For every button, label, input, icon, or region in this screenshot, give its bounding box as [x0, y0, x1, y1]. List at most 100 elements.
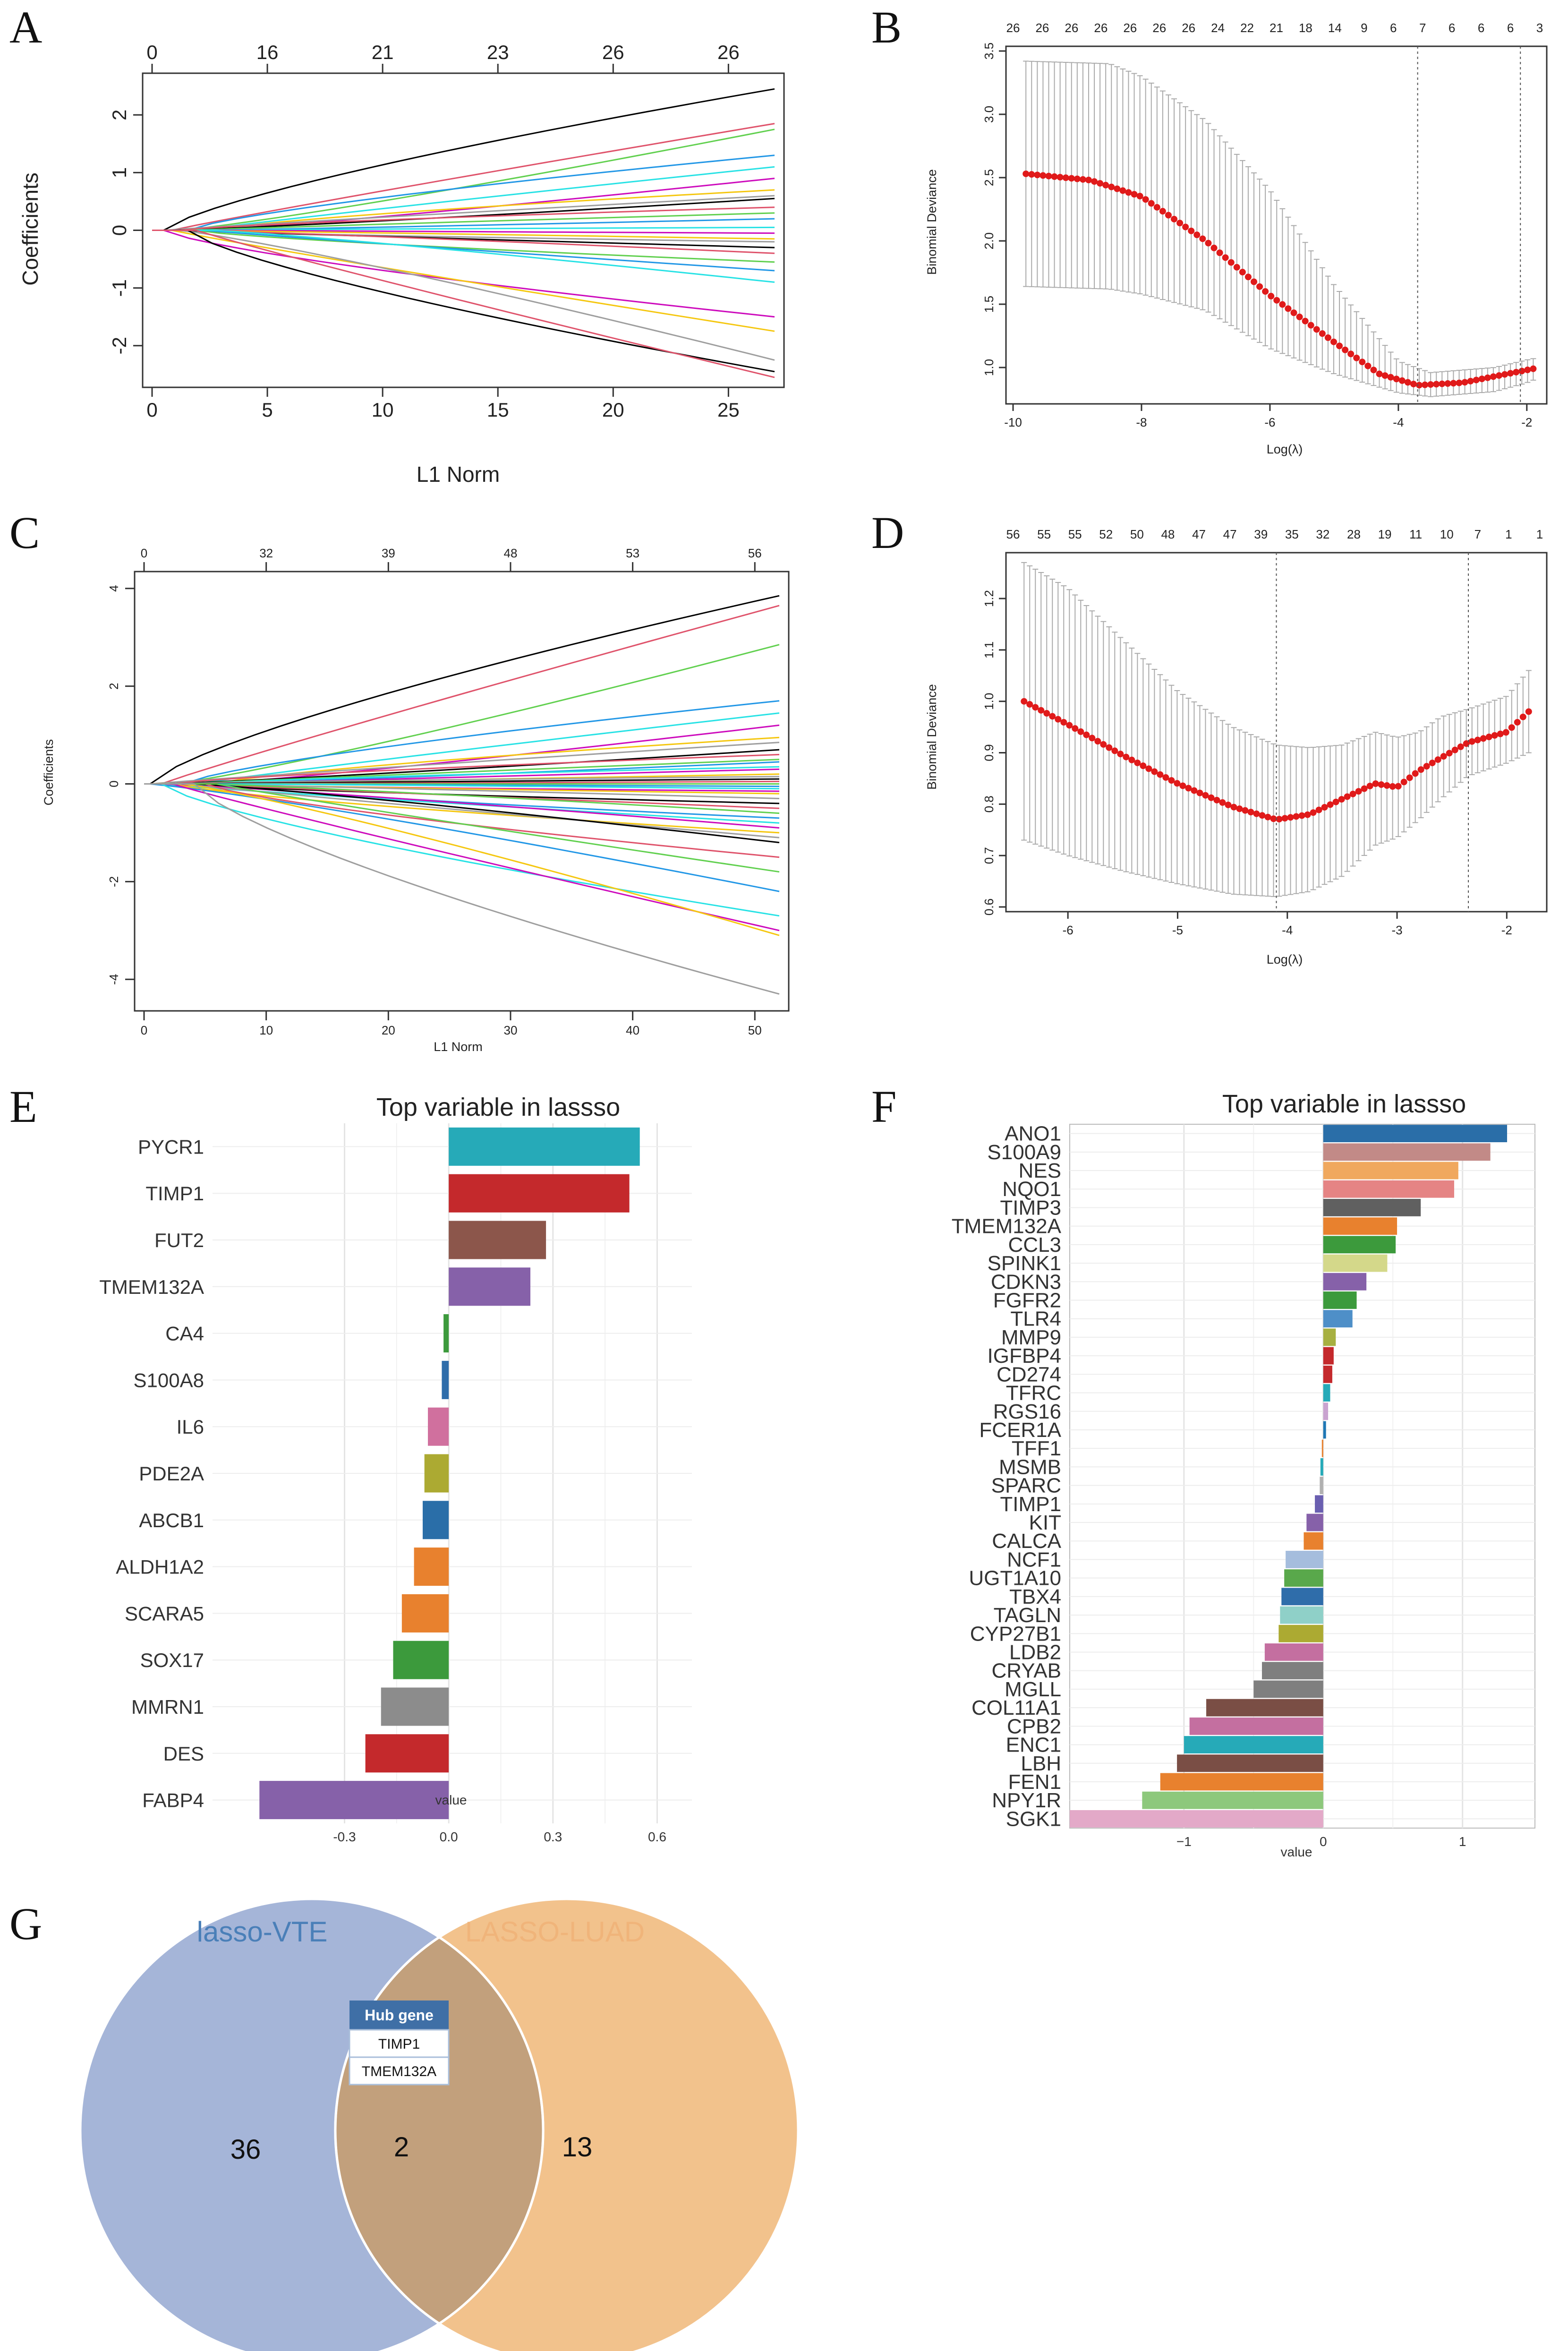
- panel-d-top-tick-label: 1: [1505, 527, 1512, 541]
- panel-b-top-tick-label: 26: [1094, 21, 1108, 35]
- panel-c-coefficient-paths: L1 Norm Coefficients 0 10 20 30 40 500 32 39 48 5…: [42, 546, 790, 1054]
- panel-e-bar: [449, 1127, 640, 1166]
- panel-b-mean-point: [1159, 208, 1166, 215]
- panel-label-e: E: [9, 1081, 37, 1132]
- panel-f-category-label: ENC1: [1006, 1734, 1061, 1757]
- panel-b-top-tick-label: 6: [1390, 21, 1397, 35]
- panel-b-mean-point: [1210, 244, 1218, 251]
- panel-b-mean-point: [1404, 379, 1411, 386]
- panel-b-mean-point: [1370, 367, 1377, 374]
- panel-d-mean-point: [1140, 762, 1147, 769]
- panel-f-category-label: NQO1: [1002, 1178, 1061, 1201]
- panel-e-lasso-bars: Top variable in lassso PYCR1 TIMP1 FUT2 TME…: [99, 1093, 692, 1844]
- panel-b-mean-point: [1530, 365, 1537, 372]
- panel-a-top-tick-label: 26: [717, 41, 740, 63]
- panel-d-mean-point: [1128, 756, 1135, 763]
- panel-d-top-tick-label: 52: [1099, 527, 1113, 541]
- panel-a-series-line: [152, 226, 775, 231]
- panel-a-y-tick-label: 0: [108, 225, 130, 236]
- panel-f-bar: [1323, 1384, 1330, 1402]
- panel-d-mean-point: [1213, 796, 1220, 804]
- panel-f-category-label: MSMB: [999, 1455, 1061, 1479]
- panel-e-title: Top variable in lassso: [376, 1093, 620, 1121]
- panel-e-category-label: IL6: [177, 1416, 204, 1438]
- panel-d-y-tick-label: 0.8: [982, 795, 996, 812]
- panel-f-category-label: NCF1: [1007, 1548, 1061, 1571]
- panel-b-mean-point: [1023, 170, 1030, 177]
- panel-e-category-label: PDE2A: [139, 1462, 204, 1485]
- panel-f-bar: [1323, 1291, 1357, 1309]
- panel-d-mean-point: [1304, 811, 1311, 818]
- panel-d-mean-point: [1378, 781, 1385, 788]
- panel-b-top-tick-label: 22: [1240, 21, 1254, 35]
- panel-b-mean-point: [1353, 354, 1360, 361]
- panel-b-plot-frame: [1005, 45, 1548, 405]
- panel-e-x-tick-label: 0.3: [544, 1830, 562, 1844]
- panel-b-mean-point: [1222, 254, 1229, 261]
- panel-a-y-tick-label: 1: [108, 167, 130, 178]
- panel-f-bar: [1323, 1254, 1388, 1272]
- panel-b-mean-point: [1501, 371, 1508, 378]
- panel-c-top-tick-label: 53: [626, 546, 639, 560]
- panel-f-category-label: TIMP1: [1000, 1493, 1061, 1516]
- panel-f-bar: [1177, 1754, 1323, 1772]
- panel-b-top-tick-label: 6: [1478, 21, 1484, 35]
- panel-f-category-label: CPB2: [1007, 1715, 1061, 1738]
- panel-f-bar: [1323, 1310, 1353, 1328]
- panel-b-mean-point: [1125, 189, 1132, 196]
- panel-b-mean-point: [1079, 176, 1086, 183]
- panel-b-mean-point: [1085, 177, 1092, 184]
- panel-b-top-tick-label: 6: [1507, 21, 1514, 35]
- panel-e-bar: [259, 1781, 449, 1820]
- panel-b-mean-point: [1490, 373, 1497, 380]
- panel-d-mean-point: [1191, 787, 1198, 794]
- panel-a-series-line: [152, 230, 775, 263]
- panel-f-bar: [1253, 1680, 1323, 1698]
- panel-e-bar: [428, 1407, 449, 1446]
- panel-d-top-tick-label: 1: [1536, 527, 1543, 541]
- panel-b-mean-point: [1456, 379, 1463, 386]
- panel-d-mean-point: [1525, 708, 1532, 715]
- panel-b-mean-point: [1040, 172, 1047, 179]
- panel-b-mean-point: [1518, 368, 1525, 375]
- panel-e-x-tick-label: 0.0: [440, 1830, 458, 1844]
- panel-d-mean-point: [1293, 813, 1300, 820]
- panel-d-top-tick-label: 55: [1037, 527, 1051, 541]
- panel-a-ylabel: Coefficients: [18, 172, 43, 286]
- panel-b-mean-point: [1244, 274, 1252, 281]
- panel-e-bar: [414, 1547, 449, 1586]
- panel-f-category-label: TLR4: [1010, 1308, 1061, 1331]
- panel-a-y-tick-label: 2: [108, 110, 130, 120]
- panel-f-category-label: SPARC: [991, 1474, 1061, 1497]
- panel-f-bar: [1323, 1162, 1458, 1180]
- panel-d-mean-point: [1480, 735, 1487, 742]
- panel-d-mean-point: [1502, 729, 1509, 736]
- panel-b-top-tick-label: 26: [1035, 21, 1049, 35]
- panel-d-mean-point: [1366, 782, 1373, 789]
- panel-d-mean-point: [1259, 812, 1266, 819]
- panel-b-mean-point: [1336, 342, 1343, 350]
- panel-d-top-tick-label: 50: [1130, 527, 1144, 541]
- panel-c-series-line: [144, 783, 780, 892]
- panel-b-mean-point: [1114, 185, 1121, 192]
- panel-b-mean-point: [1057, 174, 1064, 181]
- panel-d-mean-point: [1089, 735, 1096, 742]
- panel-f-category-label: TIMP3: [1000, 1196, 1061, 1219]
- panel-e-xlabel: value: [435, 1793, 467, 1807]
- panel-e-bar: [449, 1221, 546, 1259]
- panel-b-mean-point: [1165, 212, 1172, 219]
- panel-c-x-tick-label: 0: [141, 1023, 147, 1037]
- panel-b-top-tick-label: 26: [1152, 21, 1166, 35]
- panel-b-mean-point: [1256, 283, 1263, 290]
- panel-e-bar: [422, 1501, 449, 1539]
- panel-f-bar: [1323, 1365, 1332, 1383]
- panel-f-bar: [1281, 1588, 1323, 1606]
- panel-d-mean-point: [1196, 789, 1203, 796]
- panel-d-top-tick-label: 19: [1378, 527, 1392, 541]
- panel-b-mean-point: [1119, 187, 1126, 194]
- panel-a-coefficient-paths: L1 Norm Coefficients 0 5 10 15 20 250 16 21 23 26…: [18, 41, 785, 487]
- panel-f-lasso-bars: Top variable in lassso value ANO1S100A9N…: [952, 1090, 1535, 1859]
- panel-f-bar: [1320, 1477, 1323, 1495]
- panel-d-top-tick-label: 10: [1440, 527, 1454, 541]
- panel-label-f: F: [871, 1081, 896, 1132]
